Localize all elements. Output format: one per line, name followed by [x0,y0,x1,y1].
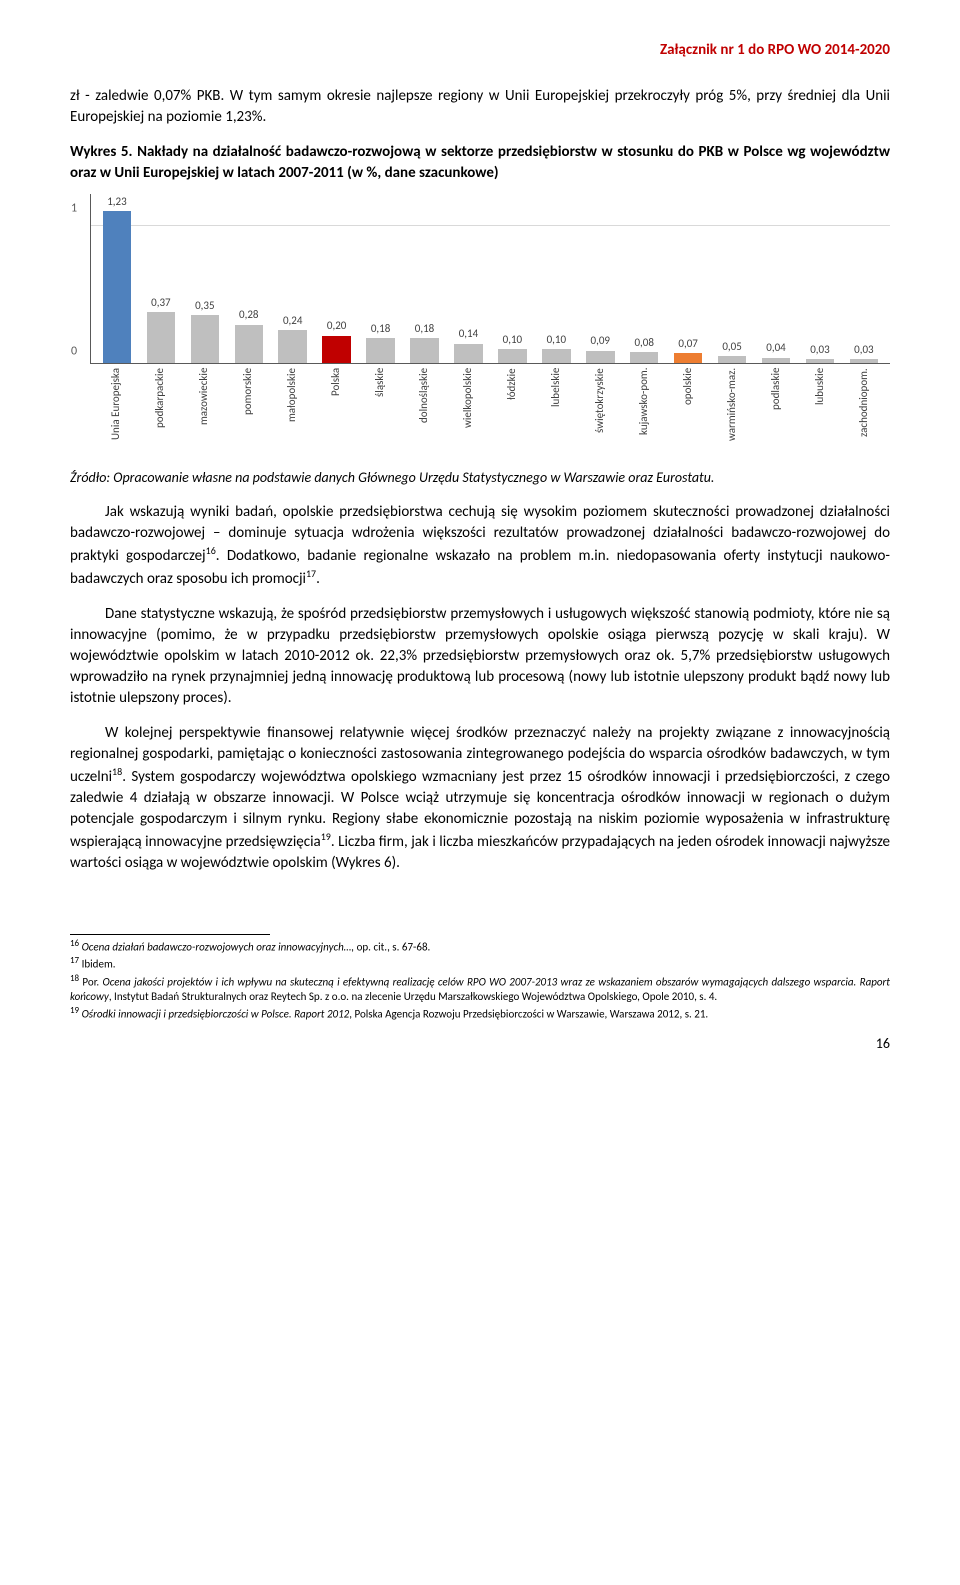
bar [542,349,571,363]
bar-value-label: 0,37 [151,295,170,310]
header-attachment: Załącznik nr 1 do RPO WO 2014-2020 [70,40,890,61]
x-axis-label: mazowieckie [182,368,226,458]
chart-x-labels: Unia Europejskapodkarpackiemazowieckiepo… [90,368,890,458]
bar-col: 0,10 [490,194,534,363]
bar-col: 0,28 [227,194,271,363]
x-axis-label: dolnośląskie [402,368,446,458]
x-axis-label: kujawsko-pom. [622,368,666,458]
bar-value-label: 0,07 [678,336,697,351]
x-axis-label: zachodniopom. [842,368,886,458]
bar-value-label: 1,23 [107,194,126,209]
bar [630,352,659,363]
bar [498,349,527,363]
x-axis-label: podkarpackie [138,368,182,458]
footnote-18: 18 Por. Ocena jakości projektów i ich wp… [70,973,890,1005]
bar [586,351,615,363]
bar-col: 0,18 [359,194,403,363]
body-p3: Dane statystyczne wskazują, że spośród p… [70,604,890,709]
chart-title-text: Nakłady na działalność badawczo-rozwojow… [70,143,890,182]
bar-value-label: 0,10 [503,332,522,347]
bar-value-label: 0,03 [854,342,873,357]
x-axis-label: lubelskie [534,368,578,458]
bar [454,344,483,363]
bar-col: 0,37 [139,194,183,363]
x-axis-label: lubuskie [798,368,842,458]
bar [147,312,176,363]
bar [191,315,220,363]
bar [366,338,395,363]
chart-source: Źródło: Opracowanie własne na podstawie … [70,468,890,488]
chart-label: Wykres 5. [70,143,133,161]
footnote-ref-16: 16 [206,544,216,557]
bar [806,359,835,363]
x-axis-label: wielkopolskie [446,368,490,458]
footnote-ref-17: 17 [306,567,316,580]
body-p2: Jak wskazują wyniki badań, opolskie prze… [70,502,890,590]
footnote-rule [70,934,270,935]
x-axis-label: świętokrzyskie [578,368,622,458]
chart-plot-area: 0 1 1,230,370,350,280,240,200,180,180,14… [90,194,890,364]
bar [850,359,879,363]
x-axis-label: pomorskie [226,368,270,458]
bar-value-label: 0,35 [195,298,214,313]
y-tick-0: 0 [71,344,77,361]
x-axis-label: podlaskie [754,368,798,458]
bar-value-label: 0,05 [722,339,741,354]
p2-text-c: . [316,570,320,588]
footnotes: 16 Ocena działań badawczo-rozwojowych or… [70,934,890,1023]
bar-value-label: 0,14 [459,326,478,341]
bar-col: 0,20 [315,194,359,363]
bar-col: 0,07 [666,194,710,363]
x-axis-label: śląskie [358,368,402,458]
bar-value-label: 0,08 [634,335,653,350]
bar [674,353,703,363]
footnote-17: 17 Ibidem. [70,955,890,973]
y-tick-1: 1 [71,200,77,217]
x-axis-label: Polska [314,368,358,458]
bar [762,358,791,363]
x-axis-label: małopolskie [270,368,314,458]
footnote-16: 16 Ocena działań badawczo-rozwojowych or… [70,938,890,956]
bar [103,211,132,363]
bar-value-label: 0,18 [371,321,390,336]
x-axis-label: łódzkie [490,368,534,458]
bar-col: 0,24 [271,194,315,363]
bar-value-label: 0,24 [283,313,302,328]
footnote-ref-18: 18 [112,765,122,778]
x-axis-label: Unia Europejska [94,368,138,458]
bar-chart: 0 1 1,23 0,37 0,35 0,28 0,24 0,20 0,18 0,18 0,14… [70,194,890,458]
bar-value-label: 0,03 [810,342,829,357]
footnote-ref-19: 19 [321,830,331,843]
bar-col: 0,05 [710,194,754,363]
body-p4: W kolejnej perspektywie finansowej relat… [70,723,890,874]
chart-bars: 1,23 0,37 0,35 0,28 0,24 0,20 0,18 0,18 0,14 0,10… [91,194,890,363]
chart-title: Wykres 5. Nakłady na działalność badawcz… [70,142,890,184]
bar-col: 0,08 [622,194,666,363]
bar-value-label: 0,20 [327,318,346,333]
bar [410,338,439,363]
footnote-19: 19 Ośrodki innowacji i przedsiębiorczośc… [70,1005,890,1023]
page-number: 16 [70,1034,890,1054]
bar [278,330,307,363]
bar [322,336,351,363]
bar [235,325,264,363]
bar-value-label: 0,04 [766,340,785,355]
bar-col: 0,03 [798,194,842,363]
bar-col: 0,09 [578,194,622,363]
intro-paragraph: zł - zaledwie 0,07% PKB. W tym samym okr… [70,86,890,128]
bar-col: 0,18 [403,194,447,363]
bar-col: 1,23 [95,194,139,363]
bar-value-label: 0,10 [547,332,566,347]
bar-col: 0,03 [842,194,886,363]
bar-col: 0,04 [754,194,798,363]
bar [718,356,747,363]
bar-value-label: 0,09 [591,333,610,348]
x-axis-label: opolskie [666,368,710,458]
bar-col: 0,10 [534,194,578,363]
bar-value-label: 0,28 [239,307,258,322]
x-axis-label: warmińsko-maz. [710,368,754,458]
bar-col: 0,35 [183,194,227,363]
bar-value-label: 0,18 [415,321,434,336]
bar-col: 0,14 [447,194,491,363]
